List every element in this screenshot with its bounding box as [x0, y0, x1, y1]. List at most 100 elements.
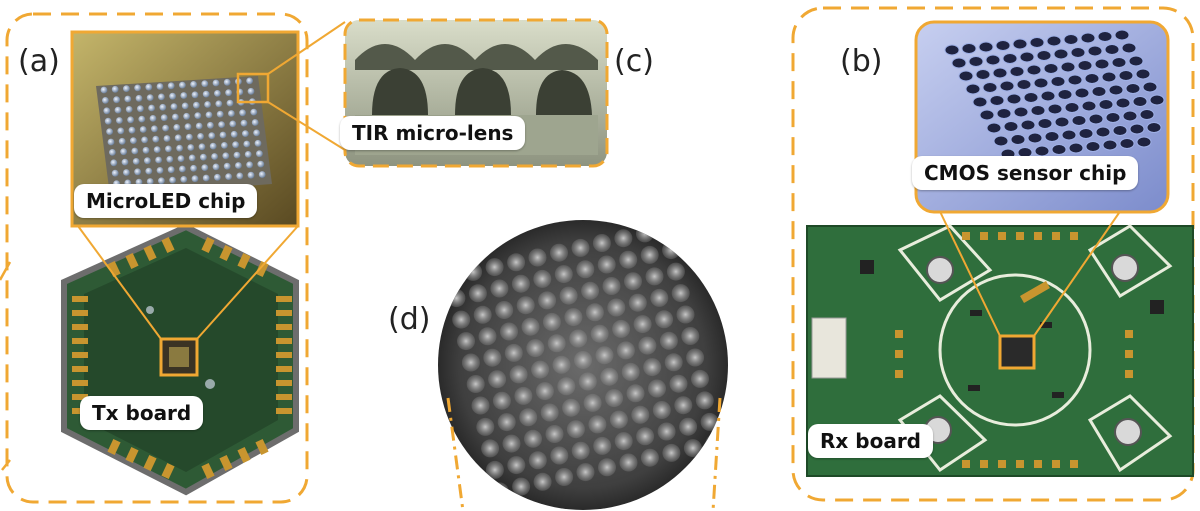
microled-pixel	[169, 176, 177, 184]
beam-spot	[521, 317, 540, 336]
microled-pixel	[209, 142, 217, 150]
sensor-pixel	[1003, 121, 1019, 132]
microled-pixel	[144, 157, 151, 165]
sensor-pixel	[1097, 31, 1113, 42]
microled-pixel	[188, 154, 196, 162]
microled-pixel	[205, 111, 213, 119]
sensor-pixel	[1094, 58, 1110, 70]
microled-pixel	[128, 126, 136, 134]
microled-pixel	[134, 84, 142, 92]
left-edge-guide	[0, 261, 12, 471]
beam-spot	[538, 291, 557, 310]
microled-pixel	[223, 78, 231, 86]
microled-pixel	[214, 173, 221, 181]
disc-guide-right	[711, 397, 722, 511]
microled-pixel	[200, 153, 207, 161]
microled-pixel	[167, 166, 175, 174]
microled-pixel	[117, 127, 125, 135]
sensor-pixel	[1149, 94, 1165, 106]
microled-pixel	[202, 90, 210, 98]
sensor-pixel	[1064, 102, 1080, 113]
panel-a-letter: (a)	[18, 44, 60, 79]
microled-pixel	[106, 128, 113, 136]
beam-spot	[504, 343, 523, 362]
zoom-line-a-left	[77, 225, 162, 340]
beam-spot	[526, 339, 545, 358]
microled-pixel	[146, 178, 154, 185]
sensor-pixel	[1053, 48, 1069, 60]
sensor-pixel	[1132, 96, 1148, 107]
microled-pixel	[110, 159, 118, 167]
microled-pixel	[244, 151, 252, 158]
beam-spot	[514, 386, 533, 405]
beam-spot	[500, 322, 518, 341]
microled-pixel	[204, 101, 212, 108]
microled-pixel	[194, 112, 202, 119]
beam-spot	[528, 451, 547, 470]
beam-spot	[540, 403, 559, 422]
panel-d-letter: (d)	[388, 302, 431, 337]
sensor-pixel	[1101, 71, 1117, 83]
microled-pixel	[169, 92, 177, 100]
rx-board-label: Rx board	[808, 424, 933, 458]
sensor-pixel	[1063, 34, 1079, 45]
beam-spot	[447, 289, 466, 308]
beam-spot	[645, 267, 664, 286]
beam-spot	[495, 301, 514, 319]
microled-pixel	[139, 126, 147, 133]
microled-pixel	[225, 173, 233, 181]
beam-spot	[657, 220, 676, 238]
microled-pixel	[135, 94, 143, 102]
beam-spot	[619, 250, 638, 269]
sensor-pixel	[992, 67, 1008, 79]
beam-spot	[569, 329, 588, 348]
beam-spot	[473, 305, 492, 324]
sensor-pixel	[1077, 60, 1093, 71]
beam-spot	[648, 379, 666, 398]
microled-pixel	[257, 160, 265, 168]
microled-pixel	[212, 79, 220, 87]
sensor-pixel	[1023, 92, 1039, 103]
microled-pixel	[134, 168, 142, 176]
sensor-pixel	[1067, 74, 1083, 86]
sensor-pixel	[1074, 87, 1090, 99]
beam-spot	[600, 367, 619, 386]
microled-pixel	[228, 110, 235, 117]
sensor-pixel	[978, 41, 994, 53]
beam-spot	[492, 391, 511, 410]
beam-spot	[590, 324, 609, 343]
sensor-pixel	[999, 80, 1015, 92]
beam-spot	[461, 353, 480, 372]
microled-pixel	[173, 124, 181, 131]
beam-spot	[705, 434, 724, 453]
microled-pixel	[148, 104, 156, 112]
sensor-pixel	[1112, 125, 1128, 136]
sensor-pixel	[1104, 44, 1120, 55]
microled-pixel	[256, 150, 263, 158]
sensor-pixel	[996, 108, 1012, 119]
sensor-pixel	[1081, 100, 1097, 112]
sensor-pixel	[1046, 35, 1062, 47]
sensor-pixel	[961, 43, 977, 54]
sensor-pixel	[985, 54, 1001, 66]
sensor-pixel	[1115, 97, 1131, 109]
microled-pixel	[131, 147, 139, 155]
beam-spot	[602, 277, 621, 295]
microled-pixel	[159, 103, 167, 111]
sensor-pixel	[1026, 64, 1042, 76]
microled-pixel	[118, 137, 126, 145]
beam-spot	[464, 262, 483, 281]
beam-spot	[485, 258, 504, 277]
sensor-pixel	[944, 44, 960, 56]
sensor-pixel	[1142, 81, 1158, 93]
microled-pixel	[212, 163, 220, 171]
sensor-pixel	[1105, 112, 1121, 123]
sensor-pixel	[1119, 138, 1135, 149]
sensor-pixel	[1129, 123, 1145, 135]
microled-pixel	[123, 85, 130, 92]
beam-spot	[476, 417, 495, 436]
microled-pixel	[242, 130, 249, 138]
beam-spot	[471, 396, 490, 415]
beam-spot	[624, 272, 642, 291]
microled-pixel	[125, 106, 133, 113]
